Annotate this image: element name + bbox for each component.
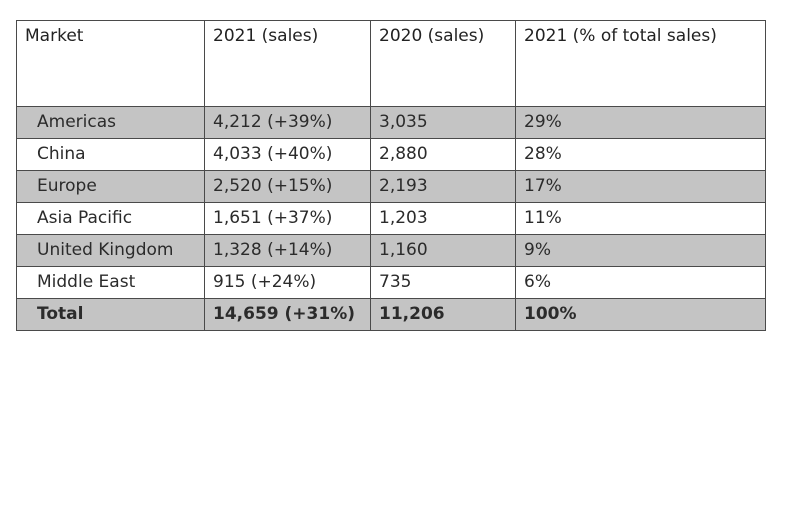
cell-sales-2021: 1,328 (+14%) [204,234,371,267]
cell-sales-2020: 3,035 [370,106,516,139]
table-row: United Kingdom 1,328 (+14%) 1,160 9% [16,234,766,267]
cell-sales-2020: 2,880 [370,138,516,171]
cell-total-label: Total [16,298,205,331]
cell-sales-2021: 915 (+24%) [204,266,371,299]
cell-market: Asia Pacific [16,202,205,235]
cell-pct-2021: 9% [515,234,766,267]
cell-market: Americas [16,106,205,139]
header-2020-sales: 2020 (sales) [370,20,516,107]
header-row: Market 2021 (sales) 2020 (sales) 2021 (%… [16,20,766,107]
cell-market: China [16,138,205,171]
cell-total-sales-2021: 14,659 (+31%) [204,298,371,331]
cell-market: United Kingdom [16,234,205,267]
cell-sales-2021: 1,651 (+37%) [204,202,371,235]
cell-sales-2021: 4,033 (+40%) [204,138,371,171]
cell-market: Middle East [16,266,205,299]
cell-pct-2021: 17% [515,170,766,203]
total-row: Total 14,659 (+31%) 11,206 100% [16,298,766,331]
cell-total-sales-2020: 11,206 [370,298,516,331]
table-row: Asia Pacific 1,651 (+37%) 1,203 11% [16,202,766,235]
cell-sales-2020: 1,160 [370,234,516,267]
cell-pct-2021: 29% [515,106,766,139]
cell-market: Europe [16,170,205,203]
cell-sales-2021: 2,520 (+15%) [204,170,371,203]
cell-pct-2021: 28% [515,138,766,171]
cell-total-pct-2021: 100% [515,298,766,331]
cell-sales-2021: 4,212 (+39%) [204,106,371,139]
cell-pct-2021: 6% [515,266,766,299]
sales-table: Market 2021 (sales) 2020 (sales) 2021 (%… [16,20,766,331]
cell-sales-2020: 1,203 [370,202,516,235]
header-2021-pct: 2021 (% of total sales) [515,20,766,107]
table-row: Americas 4,212 (+39%) 3,035 29% [16,106,766,139]
table-row: China 4,033 (+40%) 2,880 28% [16,138,766,171]
header-market: Market [16,20,205,107]
header-2021-sales: 2021 (sales) [204,20,371,107]
table-row: Middle East 915 (+24%) 735 6% [16,266,766,299]
table-row: Europe 2,520 (+15%) 2,193 17% [16,170,766,203]
cell-sales-2020: 2,193 [370,170,516,203]
cell-sales-2020: 735 [370,266,516,299]
cell-pct-2021: 11% [515,202,766,235]
